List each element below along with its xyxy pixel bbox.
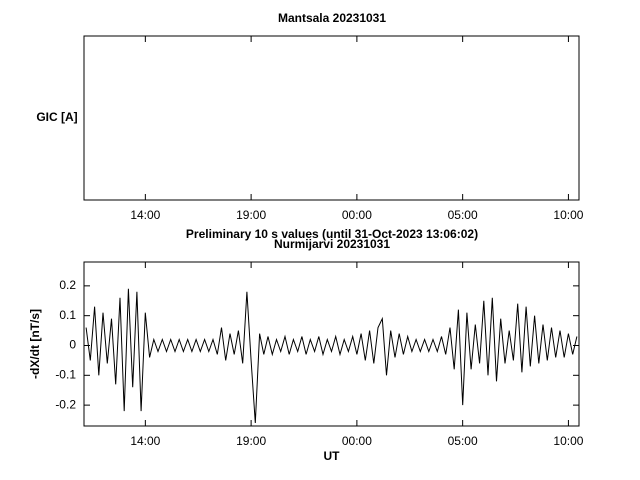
y-tick-label: 0.2	[59, 278, 76, 292]
x-tick-label: 10:00	[553, 434, 583, 448]
x-tick-label: 19:00	[236, 208, 266, 222]
x-tick-label: 14:00	[130, 434, 160, 448]
x-tick-label: 19:00	[236, 434, 266, 448]
x-tick-label: 00:00	[342, 434, 372, 448]
plot-frame	[83, 261, 580, 427]
x-tick-label: 05:00	[448, 208, 478, 222]
y-tick-label: 0.1	[59, 308, 76, 322]
y-tick-label: -0.2	[55, 397, 76, 411]
x-tick-label: 14:00	[130, 208, 160, 222]
x-axis-label: UT	[324, 449, 341, 463]
x-tick-label: 05:00	[448, 434, 478, 448]
plot-frame	[83, 35, 580, 201]
chart-title: Nurmijarvi 20231031	[274, 237, 390, 251]
y-axis-label: GIC [A]	[36, 110, 77, 124]
y-tick-label: 0	[69, 338, 76, 352]
chart-subtitle: Preliminary 10 s values (until 31-Oct-20…	[186, 227, 478, 241]
data-line	[85, 288, 578, 424]
y-tick-label: -0.1	[55, 367, 76, 381]
y-axis-label: -dX/dt [nT/s]	[28, 309, 42, 379]
x-tick-label: 00:00	[342, 208, 372, 222]
chart-title: Mantsala 20231031	[278, 11, 386, 25]
x-tick-label: 10:00	[553, 208, 583, 222]
